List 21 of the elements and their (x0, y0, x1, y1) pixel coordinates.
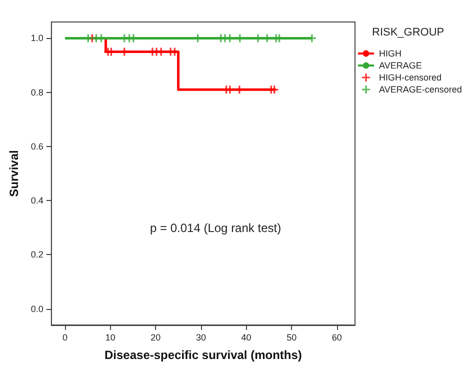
legend-label: HIGH-censored (379, 72, 442, 82)
legend-label: AVERAGE-censored (379, 84, 462, 94)
y-tick-label: 0.4 (30, 196, 44, 206)
x-tick-label: 30 (196, 332, 206, 342)
legend-label: HIGH (379, 48, 402, 58)
x-tick-label: 10 (105, 332, 116, 342)
x-tick-label: 60 (332, 332, 342, 342)
y-tick-label: 0.8 (30, 87, 44, 98)
y-tick-label: 0.6 (30, 141, 44, 152)
annotation: p = 0.014 (Log rank test) (150, 221, 282, 235)
y-tick-label: 0.2 (30, 250, 44, 260)
x-tick-label: 20 (150, 332, 161, 342)
x-tick-label: 40 (241, 332, 252, 342)
y-tick-label: 1.0 (30, 33, 44, 44)
legend-title: RISK_GROUP (372, 26, 444, 38)
x-tick-label: 50 (286, 332, 297, 342)
x-axis-title: Disease-specific survival (months) (104, 348, 302, 362)
y-axis-title: Survival (7, 150, 21, 197)
y-tick-label: 0.0 (30, 304, 44, 314)
x-tick-label: 0 (62, 332, 68, 342)
legend-label: AVERAGE (379, 60, 422, 70)
